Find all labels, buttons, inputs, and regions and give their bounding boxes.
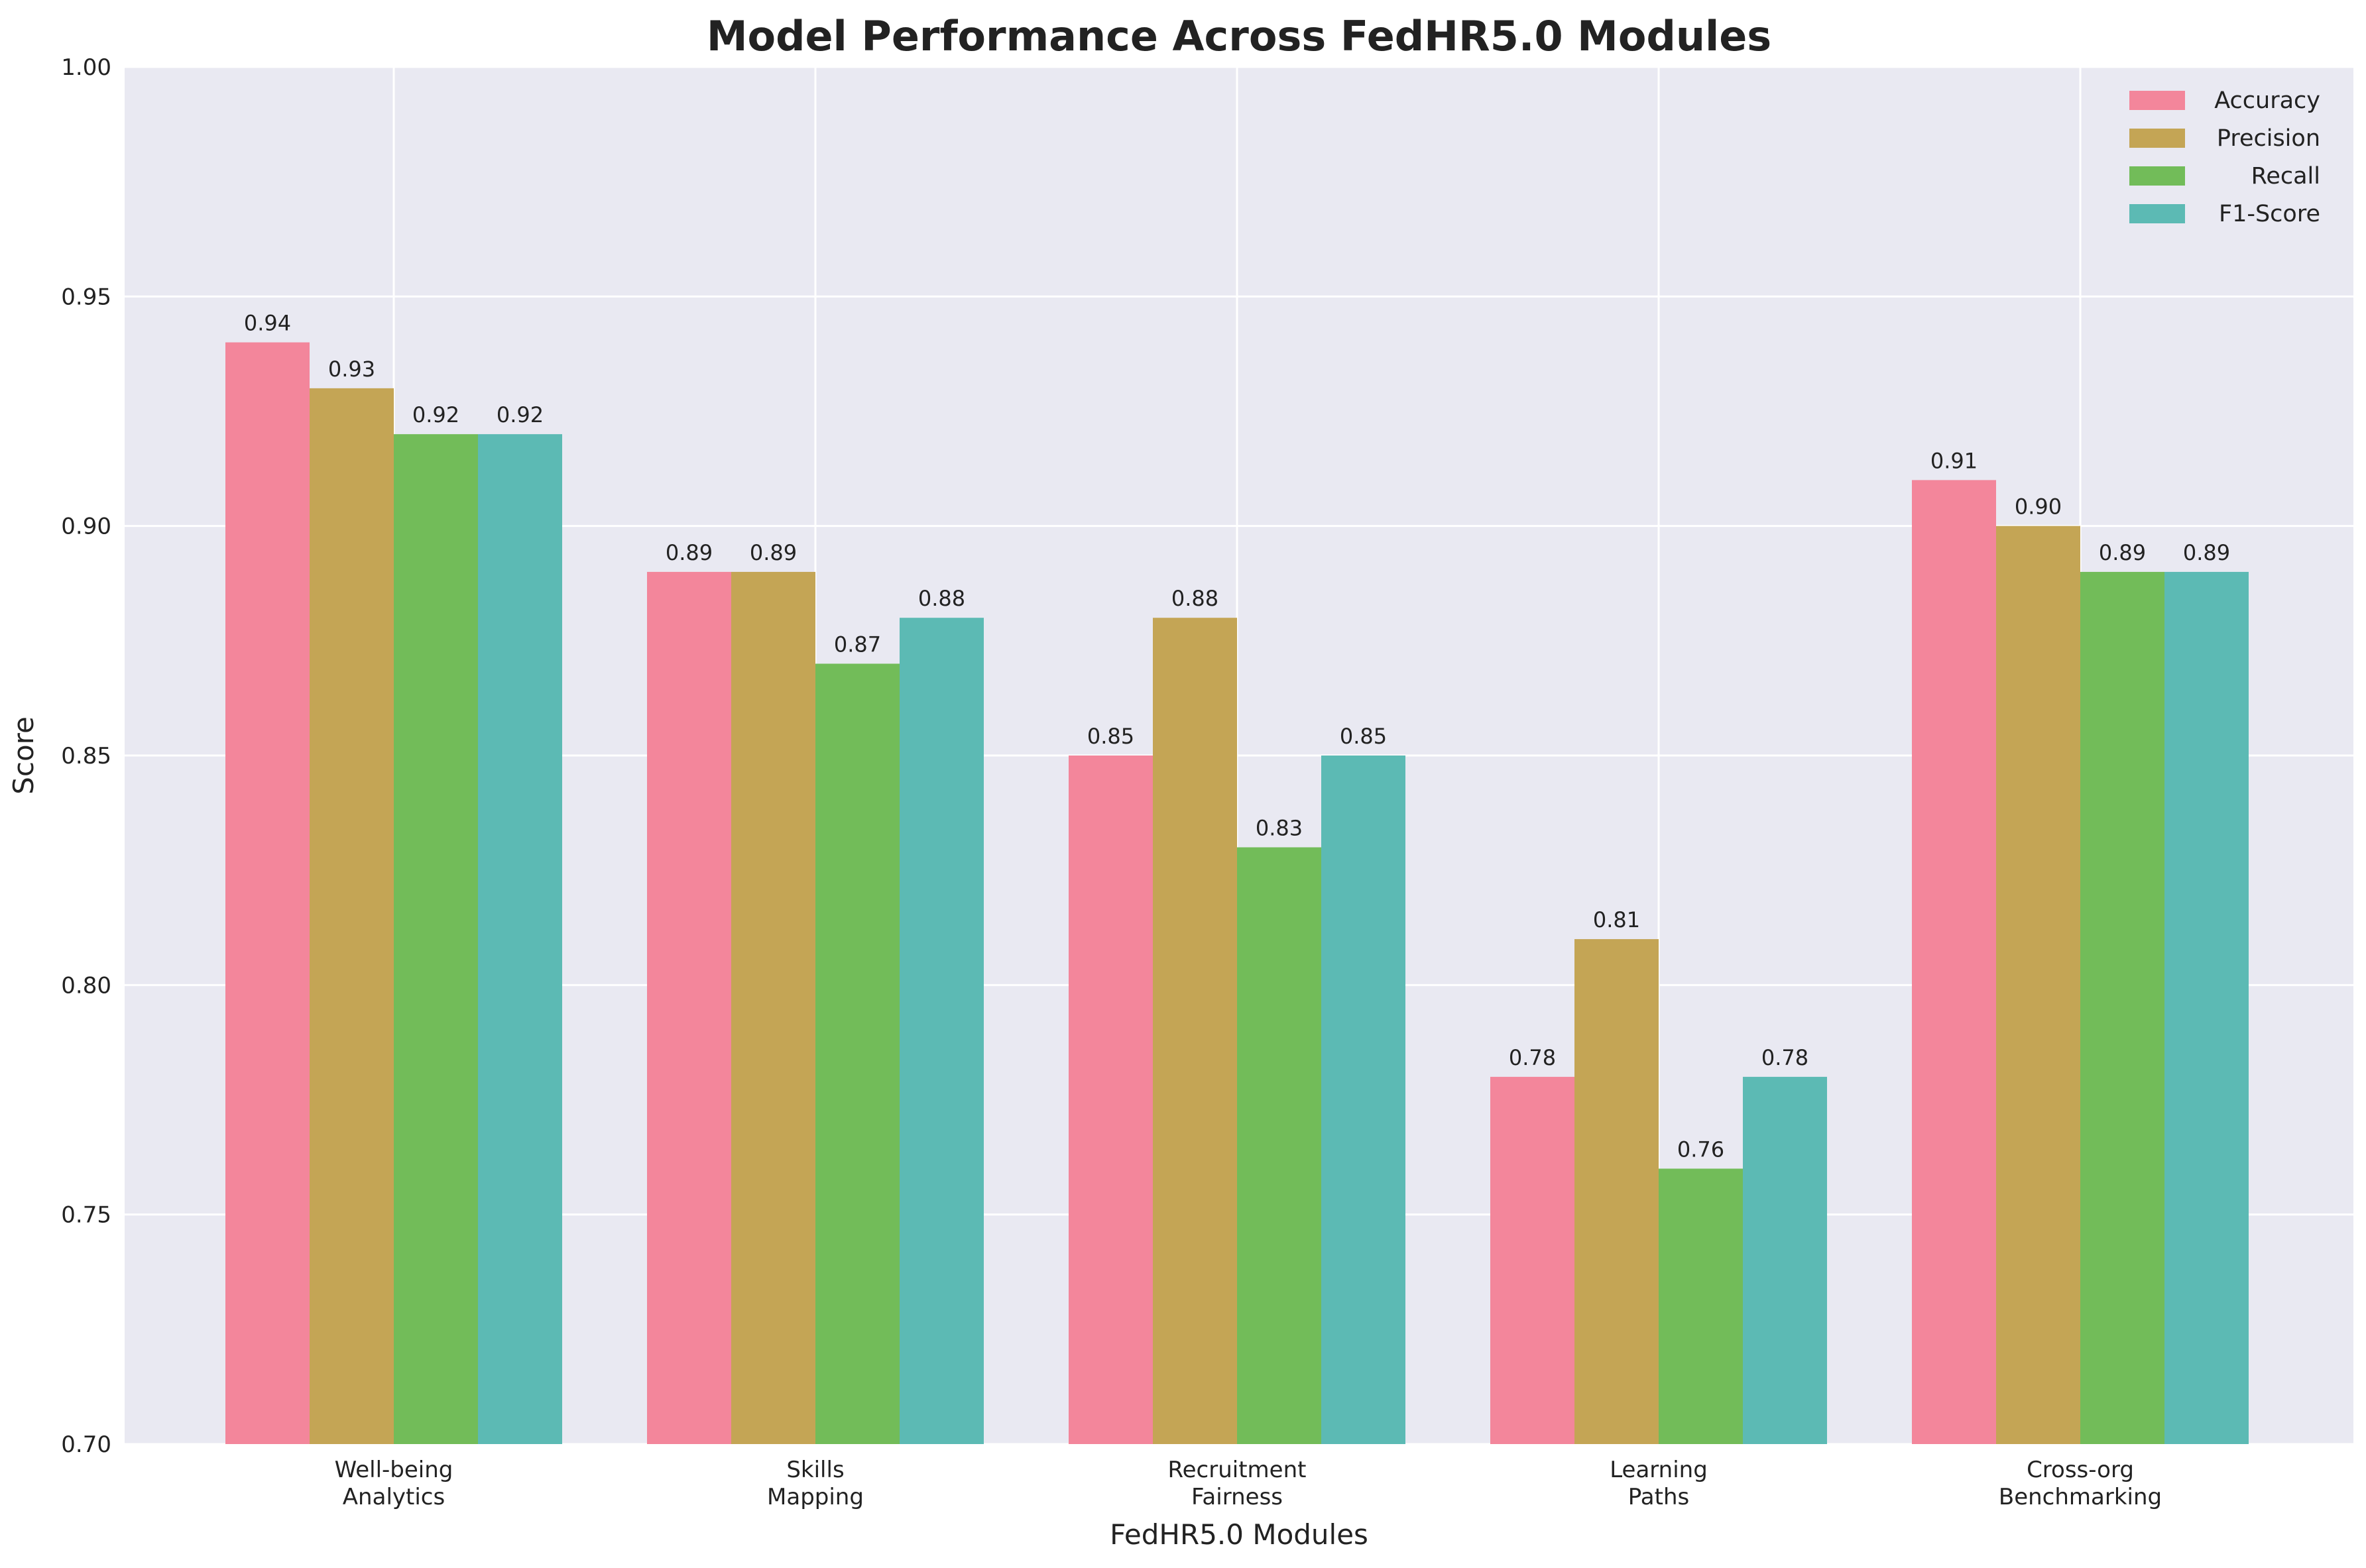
legend: Accuracy Precision Recall F1-Score — [2129, 87, 2320, 227]
legend-swatch — [2129, 166, 2185, 186]
bar-value-label: 0.92 — [412, 402, 459, 427]
bar-value-label: 0.85 — [1087, 724, 1134, 749]
bar-f1-score — [2164, 571, 2249, 1444]
bar-value-label: 0.91 — [1930, 448, 1978, 473]
bar-f1-score — [900, 618, 984, 1445]
bar-accuracy — [1069, 756, 1153, 1444]
legend-label: Recall — [2251, 163, 2320, 190]
bar-recall — [1659, 1168, 1743, 1444]
x-tick-label: Well-being Analytics — [335, 1457, 453, 1510]
y-tick-label: 0.85 — [61, 743, 111, 769]
y-tick-label: 0.95 — [61, 284, 111, 310]
bar-value-label: 0.83 — [1256, 816, 1303, 841]
legend-swatch — [2129, 129, 2185, 148]
bar-value-label: 0.94 — [244, 311, 291, 336]
y-tick-label: 0.70 — [61, 1431, 111, 1458]
y-tick-label: 0.75 — [61, 1202, 111, 1229]
x-axis-label: FedHR5.0 Modules — [1110, 1518, 1368, 1551]
y-tick-label: 1.00 — [61, 54, 111, 81]
value-labels: 0.94 0.93 0.92 0.92 0.89 0.89 0.87 0.88 0.85 0.88… — [244, 311, 2230, 1162]
x-axis-ticks: Well-being Analytics Skills Mapping Recruitm… — [335, 1457, 2162, 1510]
bar-value-label: 0.88 — [1171, 586, 1218, 611]
bar-value-label: 0.88 — [918, 586, 965, 611]
chart-title: Model Performance Across FedHR5.0 Module… — [707, 12, 1771, 60]
bar-accuracy — [225, 342, 310, 1444]
bar-value-label: 0.89 — [2183, 540, 2230, 565]
bar-value-label: 0.78 — [1761, 1045, 1808, 1070]
bar-value-label: 0.92 — [497, 402, 544, 427]
bar-precision — [731, 571, 815, 1444]
bar-recall — [2080, 571, 2164, 1444]
bar-value-label: 0.90 — [2015, 494, 2062, 520]
bar-recall — [394, 434, 478, 1445]
bar-precision — [1153, 618, 1237, 1445]
bar-precision — [310, 388, 394, 1444]
bar-accuracy — [1490, 1076, 1574, 1444]
x-tick-label: Skills Mapping — [767, 1457, 864, 1510]
bar-value-label: 0.81 — [1593, 907, 1640, 932]
bars — [225, 342, 2249, 1445]
bar-value-label: 0.89 — [750, 540, 797, 565]
legend-label: Precision — [2217, 125, 2320, 152]
bar-f1-score — [1321, 756, 1405, 1444]
bar-value-label: 0.89 — [666, 540, 713, 565]
y-tick-label: 0.90 — [61, 514, 111, 540]
legend-label: F1-Score — [2219, 201, 2320, 227]
y-tick-label: 0.80 — [61, 972, 111, 999]
bar-recall — [1237, 847, 1321, 1444]
bar-recall — [815, 663, 900, 1444]
bar-value-label: 0.93 — [328, 357, 375, 382]
legend-swatch — [2129, 91, 2185, 110]
bar-f1-score — [478, 434, 562, 1445]
x-tick-label: Learning Paths — [1610, 1457, 1708, 1510]
bar-accuracy — [647, 571, 731, 1444]
x-tick-label: Cross-org Benchmarking — [1999, 1457, 2162, 1510]
bar-f1-score — [1743, 1076, 1827, 1444]
y-axis-ticks: 0.70 0.75 0.80 0.85 0.90 0.95 1.00 — [61, 54, 111, 1458]
legend-swatch — [2129, 204, 2185, 223]
bar-precision — [1996, 526, 2080, 1444]
x-tick-label: Recruitment Fairness — [1168, 1457, 1307, 1510]
bar-accuracy — [1912, 480, 1996, 1444]
bar-value-label: 0.78 — [1509, 1045, 1556, 1070]
bar-value-label: 0.87 — [834, 632, 881, 657]
bar-value-label: 0.85 — [1340, 724, 1387, 749]
y-axis-label: Score — [7, 716, 40, 795]
bar-value-label: 0.76 — [1677, 1137, 1724, 1162]
legend-label: Accuracy — [2214, 87, 2320, 114]
bar-precision — [1574, 939, 1659, 1444]
bar-value-label: 0.89 — [2099, 540, 2146, 565]
